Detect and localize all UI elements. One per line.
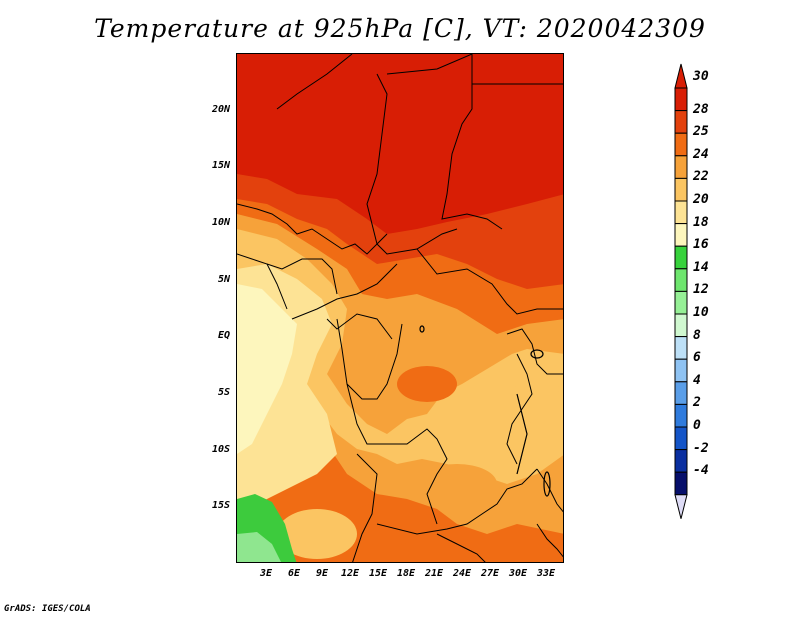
lat-tick-20n: 20N — [211, 104, 230, 115]
lon-tick-3e: 3E — [259, 568, 273, 579]
lat-tick-10s: 10S — [211, 444, 230, 455]
lon-tick-15e: 15E — [368, 568, 388, 579]
lat-tick-5n: 5N — [217, 274, 230, 285]
field-band-18 — [237, 284, 297, 454]
colorbar-swatch — [674, 290, 688, 315]
lat-tick-eq: EQ — [217, 330, 230, 341]
country-borders — [237, 54, 563, 562]
colorbar-label: -2 — [693, 440, 709, 456]
colorbar-swatch — [674, 177, 688, 202]
colorbar-swatch — [674, 426, 688, 451]
colorbar-swatch — [674, 313, 688, 338]
colorbar-swatch — [674, 245, 688, 270]
lon-tick-24e: 24E — [452, 568, 472, 579]
colorbar-swatch — [674, 268, 688, 292]
field-band-22 — [237, 229, 563, 484]
colorbar-label: 20 — [693, 192, 709, 207]
chart-title: Temperature at 925hPa [C], VT: 202004230… — [94, 14, 706, 43]
colorbar-swatch — [674, 87, 688, 112]
patch-25-center — [397, 366, 457, 402]
colorbar-swatch — [674, 155, 688, 179]
temperature-map — [236, 53, 564, 563]
colorbar-swatch — [674, 200, 688, 225]
colorbar-swatch — [674, 449, 688, 473]
colorbar-label: 8 — [693, 327, 701, 343]
grads-credit: GrADS: IGES/COLA — [4, 604, 91, 614]
lon-tick-12e: 12E — [340, 568, 360, 579]
colorbar-swatch — [674, 110, 688, 134]
colorbar-label: 30 — [693, 69, 709, 84]
colorbar-label: 16 — [693, 237, 709, 253]
lon-tick-30e: 30E — [508, 568, 528, 579]
colorbar-label: 18 — [693, 214, 709, 230]
colorbar-swatch — [674, 336, 688, 360]
colorbar-swatch — [674, 471, 688, 496]
patch-25-south — [347, 502, 427, 546]
lat-tick-15n: 15N — [211, 160, 230, 171]
colorbar-label: 14 — [693, 259, 709, 275]
colorbar-label: 12 — [693, 282, 709, 298]
colorbar-label: 28 — [693, 101, 709, 117]
lakes — [419, 325, 551, 497]
colorbar-swatch — [674, 132, 688, 157]
colorbar-label: 22 — [693, 169, 709, 185]
colorbar-over-triangle — [674, 63, 688, 89]
colorbar-label: -4 — [693, 463, 709, 479]
colorbar-label: 25 — [693, 124, 709, 140]
lat-tick-10n: 10N — [211, 217, 230, 228]
lat-tick-15s: 15S — [211, 500, 230, 511]
colorbar-label: 24 — [693, 146, 709, 162]
lon-tick-18e: 18E — [396, 568, 416, 579]
colorbar-label: 0 — [693, 418, 701, 433]
lon-tick-6e: 6E — [287, 568, 301, 579]
colorbar-label: 6 — [693, 350, 701, 366]
field-band-light-green — [237, 532, 281, 562]
colorbar-swatch — [674, 358, 688, 383]
lon-tick-27e: 27E — [480, 568, 500, 579]
colorbar-label: 2 — [693, 395, 701, 411]
lat-tick-5s: 5S — [217, 387, 230, 398]
patch-22-southwest — [277, 509, 357, 559]
colorbar-swatch — [674, 223, 688, 247]
colorbar-swatch — [674, 381, 688, 405]
colorbar-swatch — [674, 403, 688, 428]
lon-tick-21e: 21E — [424, 568, 444, 579]
lon-tick-33e: 33E — [536, 568, 556, 579]
colorbar-under-triangle — [674, 494, 688, 519]
lon-tick-9e: 9E — [315, 568, 329, 579]
colorbar-label: 10 — [693, 305, 709, 320]
colorbar-label: 4 — [693, 372, 701, 388]
